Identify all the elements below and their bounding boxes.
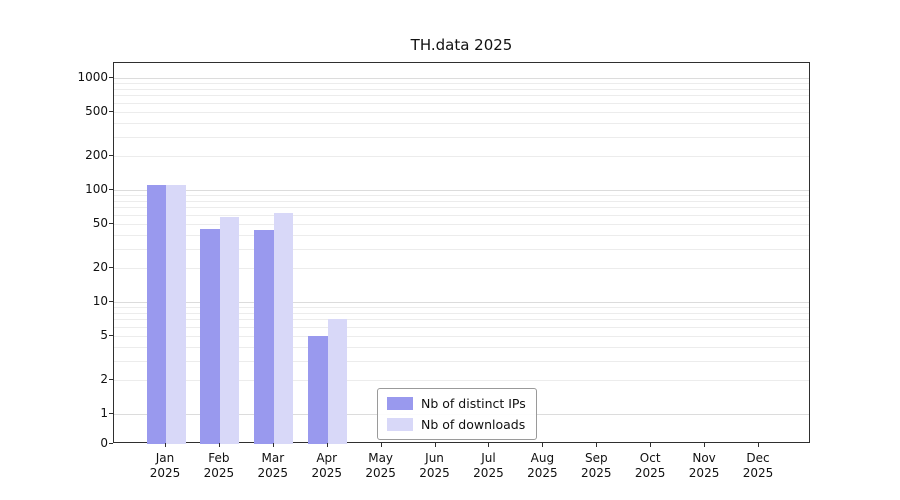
grid-line [114, 95, 809, 97]
grid-line [114, 380, 809, 382]
y-tick-label: 1000 [77, 70, 108, 84]
grid-line [114, 234, 809, 236]
grid-line [114, 136, 809, 138]
x-tick-mark [434, 443, 436, 447]
y-tick-label: 1 [100, 406, 108, 420]
x-tick-label: Jan 2025 [149, 451, 181, 480]
grid-line [114, 312, 809, 314]
legend-entry-distinct-ips: Nb of distinct IPs [387, 396, 526, 411]
chart-title: TH.data 2025 [410, 36, 513, 54]
grid-line [114, 207, 809, 209]
legend-label-distinct-ips: Nb of distinct IPs [421, 396, 526, 411]
x-tick-mark [326, 443, 328, 447]
y-tick-label: 100 [85, 182, 108, 196]
x-tick-mark [380, 443, 382, 447]
y-tick-label: 500 [85, 103, 108, 118]
bar-downloads-feb [219, 217, 240, 444]
grid-line [114, 195, 809, 197]
x-tick-label: Jun 2025 [419, 451, 450, 480]
y-tick-label: 10 [92, 294, 108, 308]
chart-legend: Nb of distinct IPs Nb of downloads [377, 388, 537, 440]
x-tick-mark [488, 443, 490, 447]
y-tick-mark [109, 301, 113, 302]
y-tick-mark [109, 189, 113, 190]
y-tick-label: 50 [92, 215, 108, 230]
bar-downloads-mar [273, 213, 294, 444]
grid-line [114, 248, 809, 250]
x-tick-label: Mar 2025 [257, 451, 289, 480]
x-tick-mark [165, 443, 166, 447]
grid-line [114, 302, 809, 303]
x-tick-mark [758, 443, 759, 447]
x-tick-label: Feb 2025 [203, 451, 235, 480]
grid-line [114, 102, 809, 104]
y-tick-label: 5 [100, 327, 108, 342]
grid-line [114, 360, 809, 362]
y-tick-mark [109, 222, 113, 224]
grid-line [114, 346, 809, 348]
legend-entry-downloads: Nb of downloads [387, 417, 526, 432]
grid-line [114, 268, 809, 270]
y-tick-label: 0 [100, 436, 108, 450]
bar-downloads-apr [327, 319, 348, 444]
x-tick-label: Jul 2025 [473, 451, 504, 480]
legend-swatch-downloads [387, 418, 413, 431]
grid-line [114, 83, 809, 85]
y-tick-mark [109, 413, 113, 414]
grid-line [114, 156, 809, 158]
y-tick-label: 20 [92, 260, 108, 275]
x-tick-label: May 2025 [365, 451, 396, 480]
grid-line [114, 319, 809, 321]
x-tick-mark [704, 443, 706, 447]
bar-distinct-ips-jan [146, 185, 166, 444]
y-tick-mark [109, 379, 113, 381]
x-tick-label: Dec 2025 [742, 451, 774, 480]
bar-distinct-ips-feb [200, 228, 220, 444]
x-tick-mark [650, 443, 652, 447]
grid-line [114, 214, 809, 216]
y-tick-mark [109, 443, 113, 444]
plot-area: Nb of distinct IPs Nb of downloads [113, 62, 810, 444]
grid-line [114, 223, 809, 225]
x-tick-label: Sep 2025 [580, 451, 612, 480]
bar-distinct-ips-mar [254, 229, 274, 444]
x-tick-label: Nov 2025 [688, 451, 720, 480]
x-tick-label: Apr 2025 [311, 451, 342, 480]
x-tick-label: Aug 2025 [527, 451, 558, 480]
x-tick-label: Oct 2025 [634, 451, 666, 480]
grid-line [114, 190, 809, 191]
y-tick-mark [109, 110, 113, 112]
grid-line [114, 78, 809, 79]
grid-line [114, 122, 809, 124]
grid-line [114, 326, 809, 328]
y-tick-label: 200 [85, 148, 108, 163]
grid-line [114, 111, 809, 113]
y-tick-mark [109, 155, 113, 157]
bar-distinct-ips-apr [308, 335, 328, 444]
grid-line [114, 200, 809, 202]
x-tick-mark [218, 443, 220, 447]
grid-line [114, 88, 809, 90]
x-tick-mark [596, 443, 598, 447]
x-tick-mark [542, 443, 544, 447]
bar-downloads-jan [166, 185, 186, 444]
grid-line [114, 335, 809, 337]
legend-swatch-distinct-ips [387, 397, 413, 410]
y-tick-label: 2 [100, 372, 108, 387]
grid-line [114, 307, 809, 309]
x-tick-mark [272, 443, 274, 447]
legend-label-downloads: Nb of downloads [421, 417, 526, 432]
y-tick-mark [109, 77, 113, 78]
y-tick-mark [109, 267, 113, 269]
y-tick-mark [109, 334, 113, 336]
